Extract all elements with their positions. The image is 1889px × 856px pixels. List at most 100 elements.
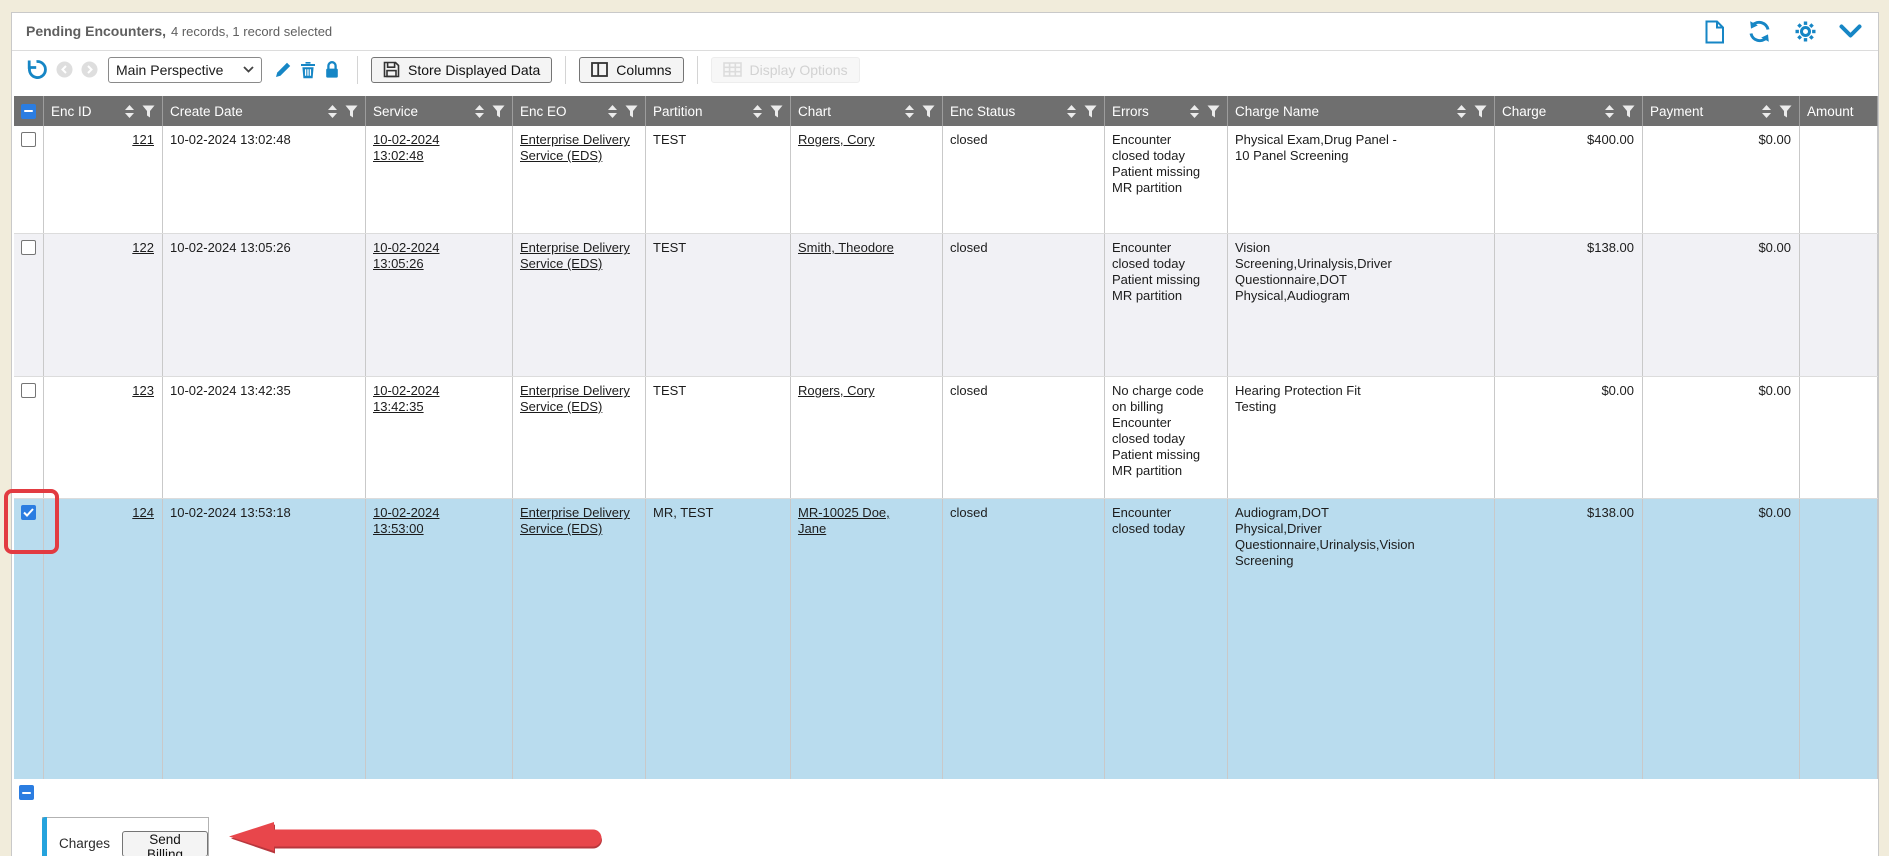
settings-gear-icon[interactable]: [1794, 20, 1817, 43]
sort-icon[interactable]: [327, 104, 338, 119]
enc_id-link[interactable]: 123: [132, 383, 154, 398]
cell-payment: $0.00: [1643, 234, 1800, 376]
sort-icon[interactable]: [474, 104, 485, 119]
store-displayed-data-button[interactable]: Store Displayed Data: [371, 56, 553, 83]
sort-icon[interactable]: [1761, 104, 1772, 119]
filter-icon[interactable]: [625, 105, 638, 118]
service-link[interactable]: 10-02-2024 13:02:48: [373, 132, 440, 163]
column-label: Payment: [1650, 103, 1704, 119]
enc_eo-link[interactable]: Enterprise Delivery Service (EDS): [520, 240, 630, 271]
table-row: 121 10-02-2024 13:02:48 10-02-2024 13:02:4…: [14, 126, 1878, 234]
filter-icon[interactable]: [770, 105, 783, 118]
row-checkbox[interactable]: [21, 240, 36, 255]
enc_eo-link[interactable]: Enterprise Delivery Service (EDS): [520, 383, 630, 414]
collapse-chevron-icon[interactable]: [1839, 24, 1862, 39]
column-header-service[interactable]: Service: [366, 96, 513, 126]
sort-icon[interactable]: [752, 104, 763, 119]
charge_name-text: Physical Exam,Drug Panel - 10 Panel Scre…: [1235, 132, 1397, 163]
chart-link[interactable]: Rogers, Cory: [798, 132, 875, 147]
select-all-checkbox[interactable]: [21, 103, 36, 119]
table-row: 122 10-02-2024 13:05:26 10-02-2024 13:05:2…: [14, 234, 1878, 377]
filter-icon[interactable]: [1207, 105, 1220, 118]
filter-icon[interactable]: [1622, 105, 1635, 118]
cell-create_date: 10-02-2024 13:42:35: [163, 377, 366, 498]
toolbar-separator: [565, 55, 567, 84]
filter-icon[interactable]: [1084, 105, 1097, 118]
enc_eo-link[interactable]: Enterprise Delivery Service (EDS): [520, 505, 630, 536]
column-header-partition[interactable]: Partition: [646, 96, 791, 126]
columns-icon: [591, 62, 609, 77]
cell-partition: MR, TEST: [646, 499, 791, 779]
column-header-create_date[interactable]: Create Date: [163, 96, 366, 126]
chart-link[interactable]: Rogers, Cory: [798, 383, 875, 398]
cell-enc_eo: Enterprise Delivery Service (EDS): [513, 377, 646, 498]
service-link[interactable]: 10-02-2024 13:05:26: [373, 240, 440, 271]
display-options-label: Display Options: [749, 61, 848, 78]
encounters-grid: Enc ID Create Date Service Enc EO Partition C…: [4, 96, 1878, 779]
service-link[interactable]: 10-02-2024 13:53:00: [373, 505, 440, 536]
edit-pencil-icon[interactable]: [274, 61, 292, 79]
sort-icon[interactable]: [607, 104, 618, 119]
cell-enc_eo: Enterprise Delivery Service (EDS): [513, 499, 646, 779]
cell-enc_id: 124: [44, 499, 163, 779]
sort-icon[interactable]: [124, 104, 135, 119]
grid-header-row: Enc ID Create Date Service Enc EO Partition C…: [14, 96, 1878, 126]
chart-link[interactable]: Smith, Theodore: [798, 240, 894, 255]
enc_eo-link[interactable]: Enterprise Delivery Service (EDS): [520, 132, 630, 163]
footer-select-toggle[interactable]: [19, 785, 34, 800]
undo-icon[interactable]: [25, 59, 48, 80]
sort-icon[interactable]: [1189, 104, 1200, 119]
column-header-amount[interactable]: Amount: [1800, 96, 1878, 126]
column-header-charge[interactable]: Charge: [1495, 96, 1643, 126]
sort-icon[interactable]: [1456, 104, 1467, 119]
cell-errors: Encounter closed today Patient missing M…: [1105, 126, 1228, 233]
column-label: Service: [373, 103, 419, 119]
column-label: Errors: [1112, 103, 1149, 119]
display-options-button: Display Options: [710, 56, 860, 83]
filter-icon[interactable]: [922, 105, 935, 118]
cell-enc_id: 121: [44, 126, 163, 233]
row-checkbox[interactable]: [21, 505, 36, 520]
column-label: Charge: [1502, 103, 1547, 119]
column-header-charge_name[interactable]: Charge Name: [1228, 96, 1495, 126]
cell-charge: $400.00: [1495, 126, 1643, 233]
filter-icon[interactable]: [345, 105, 358, 118]
refresh-icon[interactable]: [1747, 20, 1772, 43]
column-header-payment[interactable]: Payment: [1643, 96, 1800, 126]
tab-charges[interactable]: Charges: [59, 836, 111, 851]
cell-enc_eo: Enterprise Delivery Service (EDS): [513, 126, 646, 233]
row-checkbox[interactable]: [21, 383, 36, 398]
column-label: Create Date: [170, 103, 243, 119]
cell-partition: TEST: [646, 234, 791, 376]
column-header-chart[interactable]: Chart: [791, 96, 943, 126]
enc_id-link[interactable]: 121: [132, 132, 154, 147]
perspective-select[interactable]: Main Perspective: [108, 56, 262, 83]
new-document-icon[interactable]: [1704, 20, 1725, 44]
filter-icon[interactable]: [492, 105, 505, 118]
page-title: Pending Encounters,: [26, 22, 167, 39]
filter-icon[interactable]: [1779, 105, 1792, 118]
column-header-enc_eo[interactable]: Enc EO: [513, 96, 646, 126]
filter-icon[interactable]: [142, 105, 155, 118]
cell-amount: [1800, 126, 1878, 233]
column-header-enc_id[interactable]: Enc ID: [44, 96, 163, 126]
lock-icon[interactable]: [324, 60, 340, 79]
toolbar-separator: [696, 55, 698, 84]
sort-icon[interactable]: [1066, 104, 1077, 119]
column-header-enc_status[interactable]: Enc Status: [943, 96, 1105, 126]
service-link[interactable]: 10-02-2024 13:42:35: [373, 383, 440, 414]
delete-trash-icon[interactable]: [300, 61, 316, 79]
filter-icon[interactable]: [1474, 105, 1487, 118]
chart-link[interactable]: MR-10025 Doe, Jane: [798, 505, 890, 536]
columns-button[interactable]: Columns: [579, 56, 684, 83]
cell-amount: [1800, 234, 1878, 376]
sort-icon[interactable]: [1604, 104, 1615, 119]
send-billing-button[interactable]: Send Billing: [122, 830, 208, 856]
enc_id-link[interactable]: 122: [132, 240, 154, 255]
cell-service: 10-02-2024 13:02:48: [366, 126, 513, 233]
enc_id-link[interactable]: 124: [132, 505, 154, 520]
sort-icon[interactable]: [904, 104, 915, 119]
column-header-errors[interactable]: Errors: [1105, 96, 1228, 126]
row-checkbox[interactable]: [21, 132, 36, 147]
row-checkbox-cell: [14, 499, 44, 779]
